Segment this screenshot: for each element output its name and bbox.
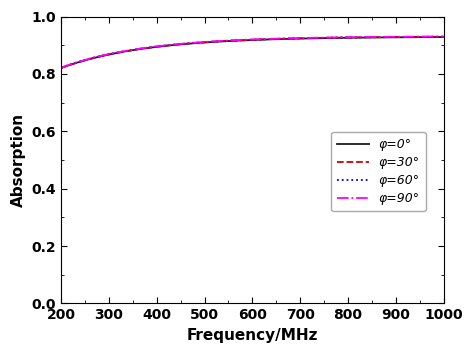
φ=30° xyxy=(388,35,393,39)
Line: φ=60°: φ=60° xyxy=(61,37,444,68)
φ=30° xyxy=(291,36,296,41)
φ=0° xyxy=(82,58,87,63)
φ=90° xyxy=(58,65,64,70)
φ=90° xyxy=(441,34,447,39)
φ=30° xyxy=(302,36,308,40)
φ=60° xyxy=(388,35,393,39)
φ=90° xyxy=(388,35,393,39)
φ=30° xyxy=(58,66,64,70)
φ=90° xyxy=(281,36,286,41)
Y-axis label: Absorption: Absorption xyxy=(11,113,26,207)
φ=60° xyxy=(281,36,286,41)
φ=60° xyxy=(291,36,296,41)
X-axis label: Frequency/MHz: Frequency/MHz xyxy=(187,328,318,343)
φ=0° xyxy=(58,66,64,70)
φ=30° xyxy=(281,36,286,41)
Legend: φ=0°, φ=30°, φ=60°, φ=90°: φ=0°, φ=30°, φ=60°, φ=90° xyxy=(331,132,426,211)
φ=90° xyxy=(302,36,308,40)
φ=0° xyxy=(281,37,286,41)
φ=60° xyxy=(58,65,64,70)
φ=30° xyxy=(348,35,354,40)
φ=90° xyxy=(291,36,296,40)
φ=60° xyxy=(302,36,308,40)
φ=30° xyxy=(82,58,87,62)
φ=0° xyxy=(348,36,354,40)
φ=60° xyxy=(441,35,447,39)
φ=60° xyxy=(348,35,354,40)
φ=0° xyxy=(302,36,308,41)
φ=30° xyxy=(441,35,447,39)
φ=0° xyxy=(291,36,296,41)
φ=0° xyxy=(388,35,393,39)
φ=0° xyxy=(441,35,447,39)
φ=60° xyxy=(82,58,87,62)
Line: φ=90°: φ=90° xyxy=(61,36,444,68)
φ=90° xyxy=(348,35,354,39)
Line: φ=0°: φ=0° xyxy=(61,37,444,68)
Line: φ=30°: φ=30° xyxy=(61,37,444,68)
φ=90° xyxy=(82,58,87,62)
